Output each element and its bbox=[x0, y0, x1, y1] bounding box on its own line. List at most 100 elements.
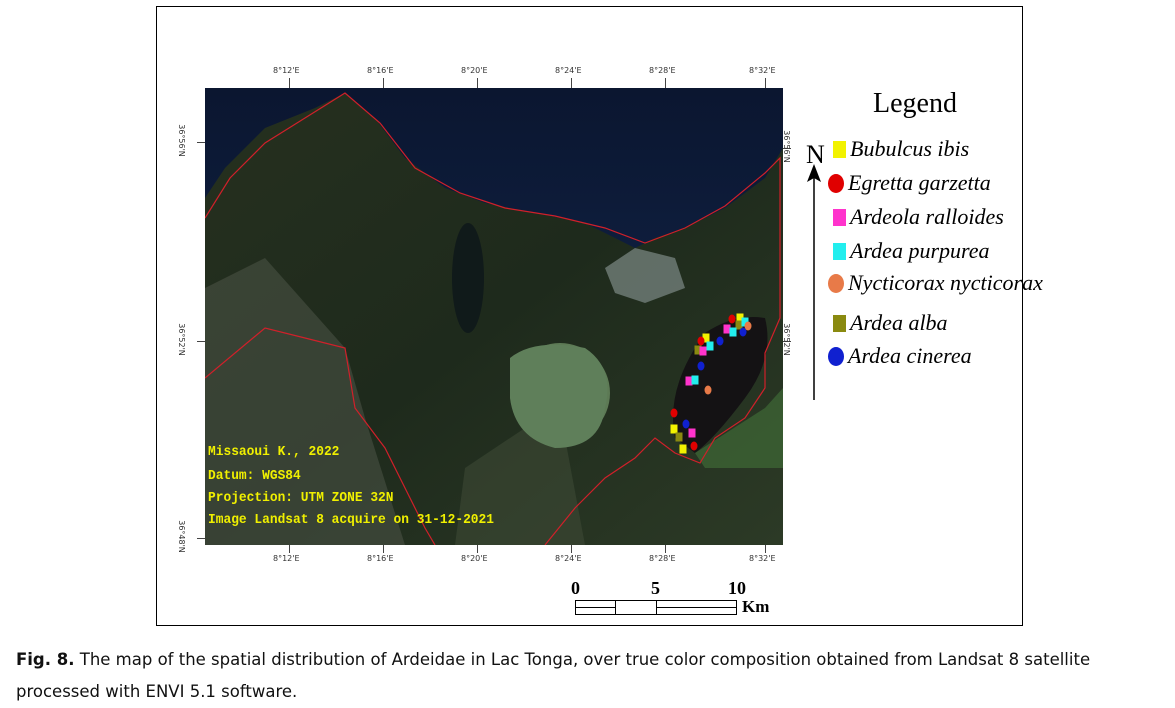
legend-item: Ardea cinerea bbox=[828, 343, 972, 369]
left-lat-label: 36°52'N bbox=[176, 323, 186, 356]
figure-frame bbox=[156, 6, 1023, 626]
top-lon-label: 8°32'E bbox=[749, 66, 776, 75]
legend-label: Ardeola ralloides bbox=[850, 204, 1004, 229]
legend-symbol-icon bbox=[833, 242, 846, 260]
species-marker bbox=[688, 428, 696, 438]
species-marker bbox=[736, 313, 744, 323]
species-marker bbox=[697, 361, 705, 371]
species-marker bbox=[723, 324, 731, 334]
legend-item: Egretta garzetta bbox=[828, 170, 991, 196]
bottom-tick bbox=[765, 545, 766, 553]
right-lat-label: 36°56'N bbox=[781, 130, 791, 163]
author-text: Missaoui K., 2022 bbox=[208, 444, 340, 460]
right-tick bbox=[783, 148, 791, 149]
right-lat-label: 36°52'N bbox=[781, 323, 791, 356]
bottom-tick bbox=[289, 545, 290, 553]
top-tick bbox=[289, 78, 290, 88]
species-marker bbox=[690, 441, 698, 451]
left-tick bbox=[197, 538, 205, 539]
species-marker bbox=[706, 341, 714, 351]
species-marker bbox=[697, 336, 705, 346]
bottom-tick bbox=[477, 545, 478, 553]
legend-label: Ardea purpurea bbox=[850, 238, 990, 263]
bottom-tick bbox=[665, 545, 666, 553]
top-lon-label: 8°12'E bbox=[273, 66, 300, 75]
caption-label: Fig. 8. bbox=[16, 650, 75, 669]
legend-item: Ardeola ralloides bbox=[833, 204, 1004, 230]
species-marker bbox=[670, 424, 678, 434]
north-label: N bbox=[806, 140, 825, 169]
scale-label-0: 0 bbox=[571, 578, 580, 598]
species-marker bbox=[670, 408, 678, 418]
scale-bar bbox=[575, 600, 737, 615]
agricultural-area bbox=[455, 428, 585, 545]
legend-label: Nycticorax nycticorax bbox=[848, 270, 1043, 295]
town bbox=[605, 248, 685, 303]
species-marker bbox=[744, 321, 752, 331]
bottom-lon-label: 8°24'E bbox=[555, 554, 582, 563]
species-marker bbox=[735, 320, 743, 330]
left-tick bbox=[197, 142, 205, 143]
species-marker bbox=[716, 336, 724, 346]
top-tick bbox=[665, 78, 666, 88]
species-marker bbox=[675, 432, 683, 442]
bottom-tick bbox=[571, 545, 572, 553]
legend-item: Ardea alba bbox=[833, 310, 948, 336]
lake-oubeira bbox=[510, 344, 608, 448]
legend-symbol-icon bbox=[828, 346, 844, 366]
top-lon-label: 8°28'E bbox=[649, 66, 676, 75]
species-marker bbox=[699, 346, 707, 356]
species-marker bbox=[691, 375, 699, 385]
top-tick bbox=[477, 78, 478, 88]
top-lon-label: 8°16'E bbox=[367, 66, 394, 75]
bottom-lon-label: 8°32'E bbox=[749, 554, 776, 563]
bottom-lon-label: 8°16'E bbox=[367, 554, 394, 563]
study-area-boundary bbox=[205, 92, 781, 545]
legend-title: Legend bbox=[873, 88, 957, 119]
species-marker bbox=[729, 327, 737, 337]
lake-mellah bbox=[452, 223, 484, 333]
bottom-tick bbox=[383, 545, 384, 553]
legend-label: Bubulcus ibis bbox=[850, 136, 970, 161]
species-marker bbox=[682, 419, 690, 429]
species-marker bbox=[741, 317, 749, 327]
legend-symbol-icon bbox=[833, 208, 846, 226]
legend-label: Ardea cinerea bbox=[848, 343, 972, 368]
legend-symbol-icon bbox=[828, 273, 844, 293]
figure-caption: Fig. 8. The map of the spatial distribut… bbox=[16, 644, 1166, 708]
bottom-lon-label: 8°12'E bbox=[273, 554, 300, 563]
legend-symbol-icon bbox=[828, 173, 844, 193]
species-marker bbox=[702, 333, 710, 343]
left-tick bbox=[197, 341, 205, 342]
top-tick bbox=[571, 78, 572, 88]
top-tick bbox=[383, 78, 384, 88]
scale-label-10: 10 bbox=[728, 578, 746, 598]
legend-symbol-icon bbox=[833, 140, 846, 158]
scale-unit: Km bbox=[742, 597, 770, 616]
legend-item: Ardea purpurea bbox=[833, 238, 990, 264]
species-marker bbox=[694, 345, 702, 355]
species-marker bbox=[679, 444, 687, 454]
north-arrow-icon bbox=[807, 164, 821, 400]
species-marker bbox=[739, 327, 747, 337]
satellite-map bbox=[205, 88, 783, 545]
legend-item: Bubulcus ibis bbox=[833, 136, 969, 162]
legend-item: Nycticorax nycticorax bbox=[828, 270, 1043, 296]
datum-text: Datum: WGS84 bbox=[208, 468, 301, 484]
projection-text: Projection: UTM ZONE 32N bbox=[208, 490, 394, 506]
legend-symbol-icon bbox=[833, 314, 846, 332]
right-tick bbox=[783, 341, 791, 342]
left-lat-label: 36°56'N bbox=[176, 124, 186, 157]
grey-terrain bbox=[205, 258, 405, 545]
legend-label: Egretta garzetta bbox=[848, 170, 991, 195]
bottom-lon-label: 8°20'E bbox=[461, 554, 488, 563]
species-marker bbox=[704, 385, 712, 395]
top-lon-label: 8°24'E bbox=[555, 66, 582, 75]
top-tick bbox=[765, 78, 766, 88]
species-markers bbox=[670, 313, 752, 454]
top-lon-label: 8°20'E bbox=[461, 66, 488, 75]
left-lat-label: 36°48'N bbox=[176, 520, 186, 553]
caption-text: The map of the spatial distribution of A… bbox=[16, 650, 1091, 701]
legend-label: Ardea alba bbox=[850, 310, 948, 335]
bottom-lon-label: 8°28'E bbox=[649, 554, 676, 563]
